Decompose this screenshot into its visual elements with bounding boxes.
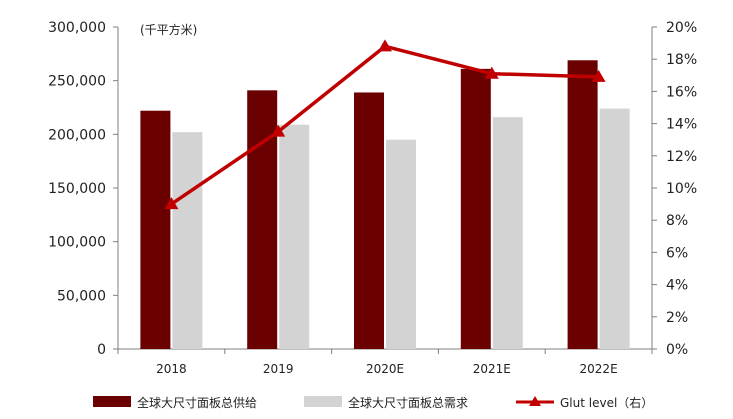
category-label: 2021E bbox=[473, 362, 511, 376]
glut-point bbox=[591, 69, 606, 82]
right-tick-label: 16% bbox=[666, 84, 697, 100]
left-tick-label: 250,000 bbox=[48, 74, 106, 90]
supply-bar bbox=[140, 110, 171, 349]
right-tick-label: 12% bbox=[666, 149, 697, 165]
right-tick-label: 2% bbox=[666, 310, 688, 326]
supply-bar bbox=[567, 60, 598, 349]
legend-swatch bbox=[304, 396, 342, 407]
left-tick-label: 200,000 bbox=[48, 127, 106, 143]
glut-point bbox=[164, 197, 179, 210]
left-tick-label: 100,000 bbox=[48, 235, 106, 251]
glut-point bbox=[271, 124, 286, 137]
legend-marker bbox=[529, 396, 541, 406]
supply-bar bbox=[354, 92, 384, 350]
unit-label: (千平方米) bbox=[140, 22, 197, 37]
category-label: 2022E bbox=[580, 362, 618, 376]
left-tick-label: 50,000 bbox=[57, 288, 106, 304]
right-tick-label: 20% bbox=[666, 20, 697, 36]
glut-point bbox=[484, 66, 499, 79]
legend-swatch bbox=[93, 396, 131, 407]
demand-bar bbox=[279, 124, 310, 349]
legend-label: 全球大尺寸面板总供给 bbox=[137, 395, 257, 410]
supply-bar bbox=[460, 68, 491, 350]
demand-bar bbox=[492, 117, 523, 349]
right-tick-label: 10% bbox=[666, 181, 697, 197]
glut-point bbox=[378, 39, 392, 52]
category-label: 2018 bbox=[156, 362, 187, 376]
right-tick-label: 0% bbox=[666, 342, 688, 358]
demand-bar bbox=[386, 139, 416, 349]
right-tick-label: 18% bbox=[666, 52, 697, 68]
right-tick-label: 14% bbox=[666, 117, 697, 133]
glut-line bbox=[170, 44, 599, 206]
right-tick-label: 4% bbox=[666, 278, 688, 294]
left-tick-label: 300,000 bbox=[48, 20, 106, 36]
demand-bar bbox=[599, 108, 630, 349]
demand-bar bbox=[172, 132, 203, 349]
category-label: 2020E bbox=[366, 362, 404, 376]
left-tick-label: 150,000 bbox=[48, 181, 106, 197]
right-tick-label: 6% bbox=[666, 245, 688, 261]
legend-label: 全球大尺寸面板总需求 bbox=[348, 395, 468, 410]
category-label: 2019 bbox=[263, 362, 294, 376]
supply-bar bbox=[247, 90, 278, 350]
legend-label: Glut level（右） bbox=[560, 395, 653, 410]
right-tick-label: 8% bbox=[666, 213, 688, 229]
left-tick-label: 0 bbox=[97, 342, 106, 358]
